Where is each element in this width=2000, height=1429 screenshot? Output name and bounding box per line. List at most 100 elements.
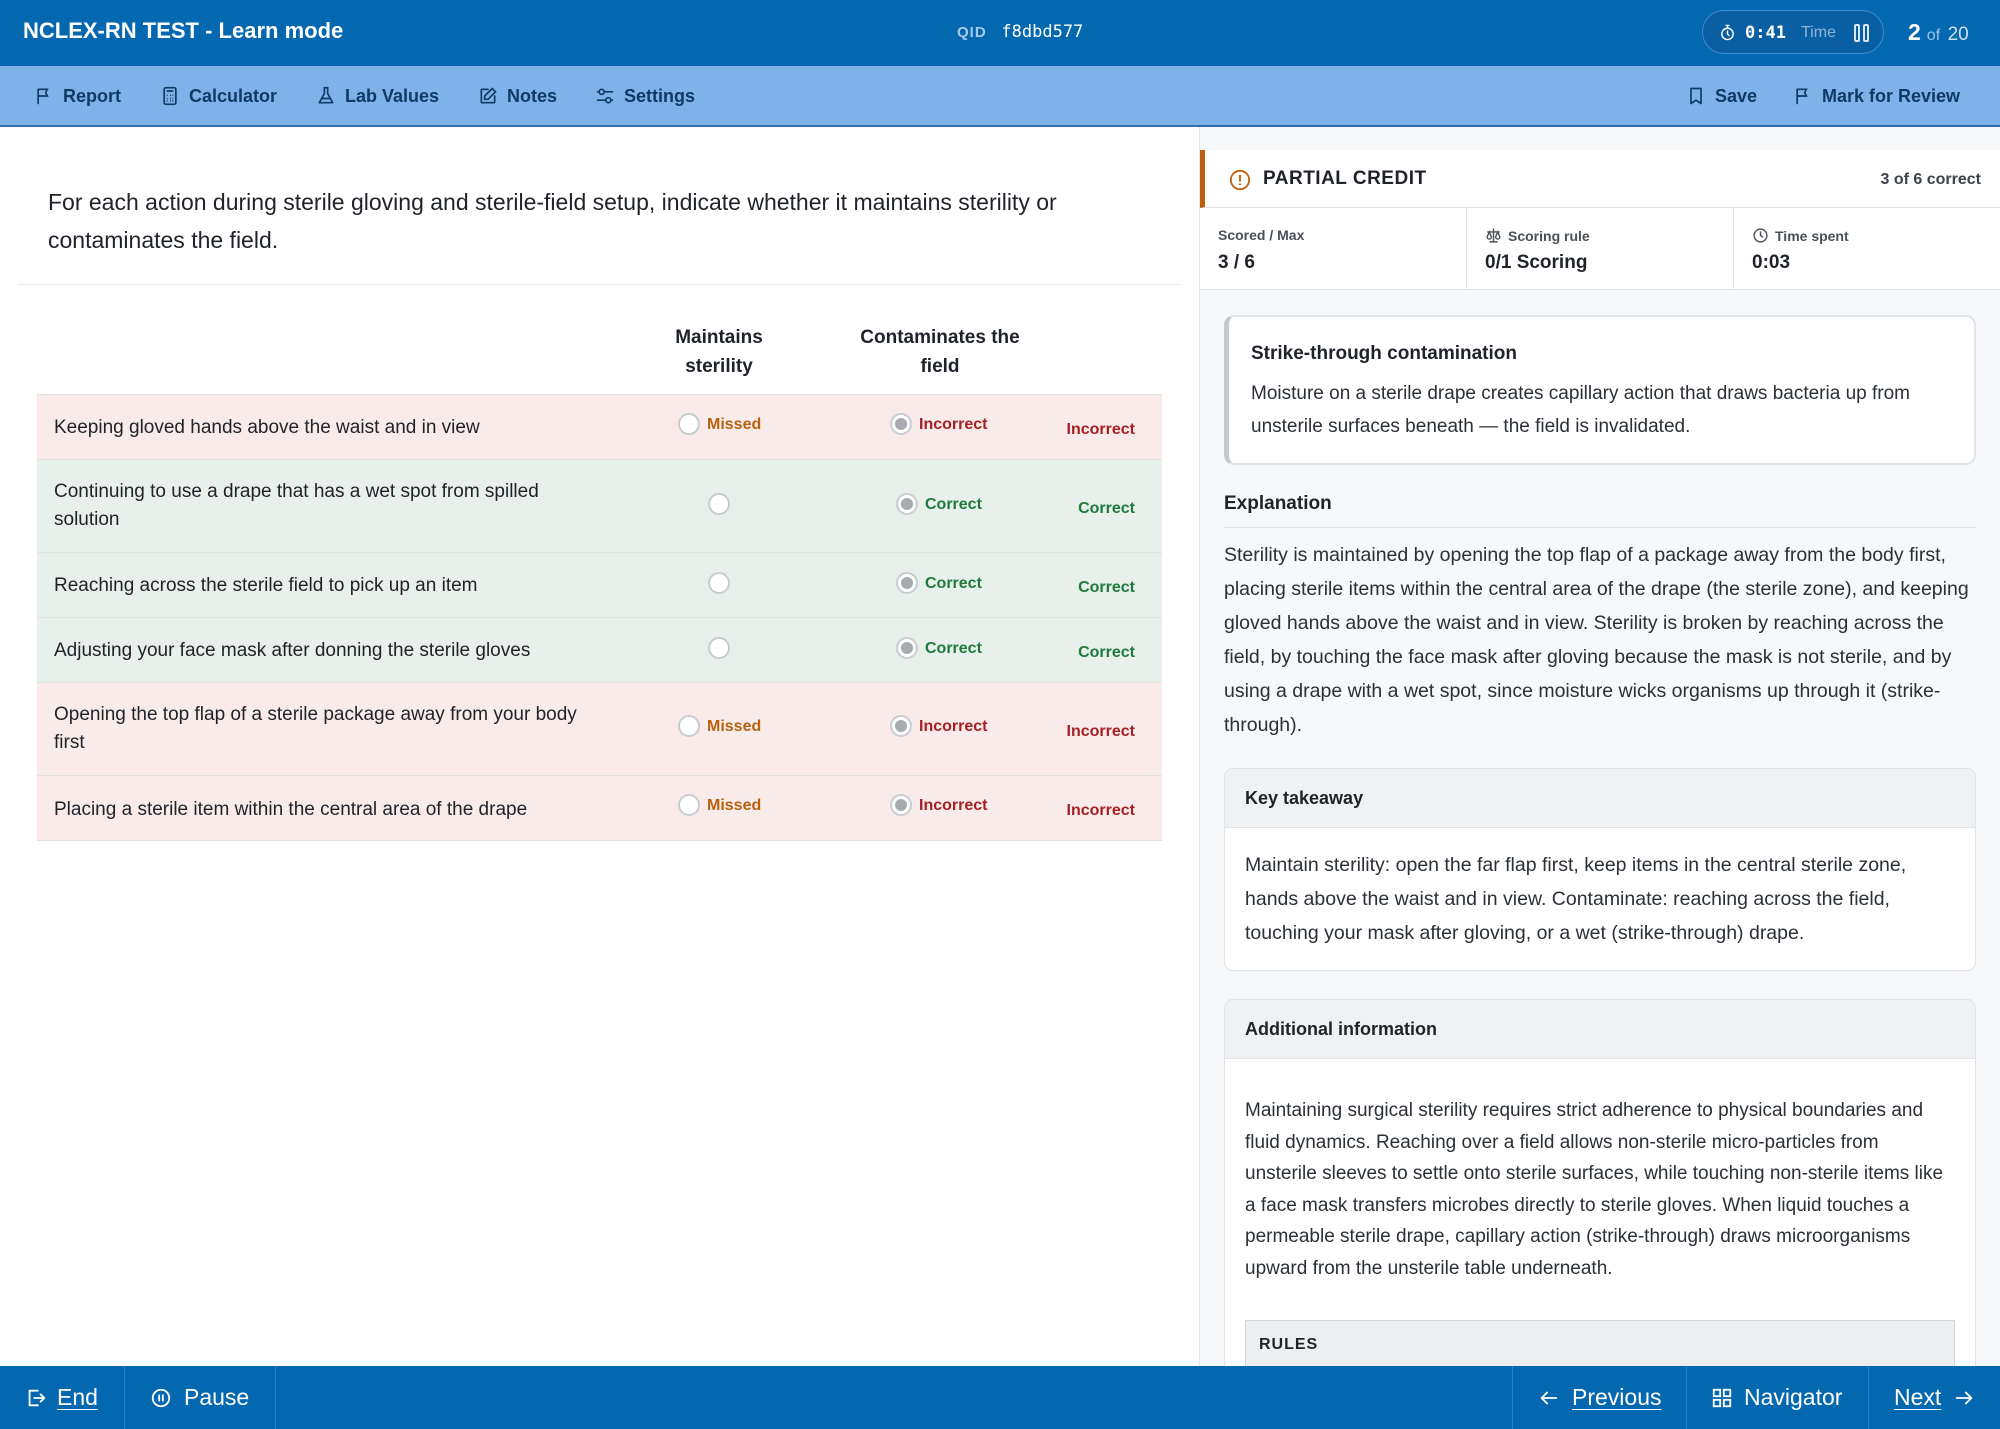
answer-tag: Missed [707,416,762,433]
radio-contaminates[interactable] [890,413,912,435]
radio-maintains[interactable] [708,493,730,515]
divider [1224,527,1976,528]
report-button[interactable]: Report [34,83,121,109]
table-row: Continuing to use a drape that has a wet… [37,459,1162,553]
key-takeaway-heading: Key takeaway [1225,769,1975,828]
pause-button[interactable]: Pause [150,1366,249,1429]
callout-body: Moisture on a sterile drape creates capi… [1251,383,1910,437]
radio-maintains[interactable] [678,794,700,816]
table-row: Keeping gloved hands above the waist and… [37,394,1162,460]
answer-tag: Correct [925,575,982,592]
lab-values-label: Lab Values [345,85,440,106]
table-row: Opening the top flap of a sterile packag… [37,682,1162,776]
key-takeaway-box: Key takeaway Maintain sterility: open th… [1224,768,1976,971]
divider [1686,1366,1687,1429]
row-verdict: Correct [1078,644,1135,661]
clock-icon [1753,228,1768,243]
metric-label: Time spent [1752,227,1849,244]
previous-label: Previous [1572,1384,1662,1410]
calculator-button[interactable]: Calculator [160,83,277,109]
mark-for-review-label: Mark for Review [1822,85,1961,106]
save-label: Save [1715,85,1758,106]
qid-label: QID [957,24,987,41]
pause-label: Pause [184,1384,250,1410]
key-takeaway-body: Maintain sterility: open the far flap fi… [1245,854,1907,944]
answer-tag: Correct [925,640,982,657]
save-button[interactable]: Save [1686,83,1757,109]
answer-tag: Correct [925,496,982,513]
score-metrics: Scored / Max 3 / 6 Scoring rule 0/1 Scor… [1200,208,2000,290]
notes-button[interactable]: Notes [478,83,557,109]
table-row: Adjusting your face mask after donning t… [37,617,1162,683]
radio-contaminates[interactable] [896,493,918,515]
row-verdict: Incorrect [1066,421,1135,438]
row-statement: Placing a sterile item within the centra… [54,799,528,820]
additional-info-body: Maintaining surgical sterility requires … [1245,1100,1944,1279]
mark-for-review-button[interactable]: Mark for Review [1793,83,1960,109]
qid-value: f8dbd577 [1001,22,1084,42]
navigator-label: Navigator [1744,1384,1843,1410]
column-header-maintains: Maintains sterility [675,327,763,377]
explanation-body: Sterility is maintained by opening the t… [1224,544,1969,736]
scale-icon [1486,228,1501,243]
radio-maintains[interactable] [708,637,730,659]
radio-contaminates[interactable] [896,637,918,659]
alert-circle-icon [1229,169,1251,191]
notes-label: Notes [507,85,558,106]
metric-time-spent: Time spent 0:03 [1734,208,2000,290]
bookmark-icon [1690,87,1702,105]
radio-maintains[interactable] [678,413,700,435]
callout-title: Strike-through contamination [1251,343,1517,364]
answer-grid: Keeping gloved hands above the waist and… [37,394,1162,841]
radio-contaminates[interactable] [896,572,918,594]
metric-label-text: Time spent [1775,227,1849,244]
timer[interactable]: 0:41 Time [1702,10,1884,54]
toolbar: Report Calculator Lab Values Notes Setti… [0,66,2000,127]
navigator-button[interactable]: Navigator [1711,1366,1842,1429]
rationale-callout: Strike-through contamination Moisture on… [1224,315,1976,465]
radio-contaminates[interactable] [890,715,912,737]
lab-values-button[interactable]: Lab Values [316,83,439,109]
row-statement: Keeping gloved hands above the waist and… [54,417,480,438]
row-verdict: Incorrect [1066,723,1135,740]
question-stem: For each action during sterile gloving a… [48,189,1057,253]
edit-note-icon [480,87,497,104]
divider [275,1366,276,1429]
divider [124,1366,125,1429]
question-of: of [1926,27,1941,44]
table-row: Reaching across the sterile field to pic… [37,552,1162,618]
settings-button[interactable]: Settings [595,83,695,109]
next-button[interactable]: Next [1894,1366,1975,1429]
row-statement: Opening the top flap of a sterile packag… [54,704,577,753]
metric-label: Scoring rule [1485,227,1590,244]
pause-circle-icon [151,1388,171,1407]
question-current: 2 [1908,19,1921,45]
timer-label: Time [1801,24,1836,41]
sliders-icon [596,88,614,104]
row-verdict: Correct [1078,579,1135,596]
answer-tag: Missed [707,797,762,814]
grid-icon [1712,1388,1732,1407]
result-correct-count: 3 of 6 correct [1880,171,1981,188]
answer-tag: Incorrect [919,416,988,433]
radio-contaminates[interactable] [890,794,912,816]
settings-label: Settings [624,85,696,106]
previous-button[interactable]: Previous [1538,1366,1661,1429]
divider [18,284,1181,285]
table-row: Placing a sterile item within the centra… [37,775,1162,841]
calculator-icon [163,86,177,106]
result-header: PARTIAL CREDIT 3 of 6 correct [1200,150,2000,208]
next-label: Next [1894,1384,1942,1410]
flag-icon [37,88,49,105]
pause-icon[interactable] [1853,23,1871,43]
radio-maintains[interactable] [678,715,700,737]
column-header-contaminates: Contaminates the field [860,327,1020,377]
flag-icon [1796,88,1808,105]
row-verdict: Incorrect [1066,802,1135,819]
feedback-panel: PARTIAL CREDIT 3 of 6 correct Scored / M… [1199,127,2000,1367]
radio-maintains[interactable] [708,572,730,594]
end-button[interactable]: End [25,1366,98,1429]
rules-heading: RULES [1245,1320,1955,1367]
divider [1868,1366,1869,1429]
exit-icon [28,1389,46,1406]
